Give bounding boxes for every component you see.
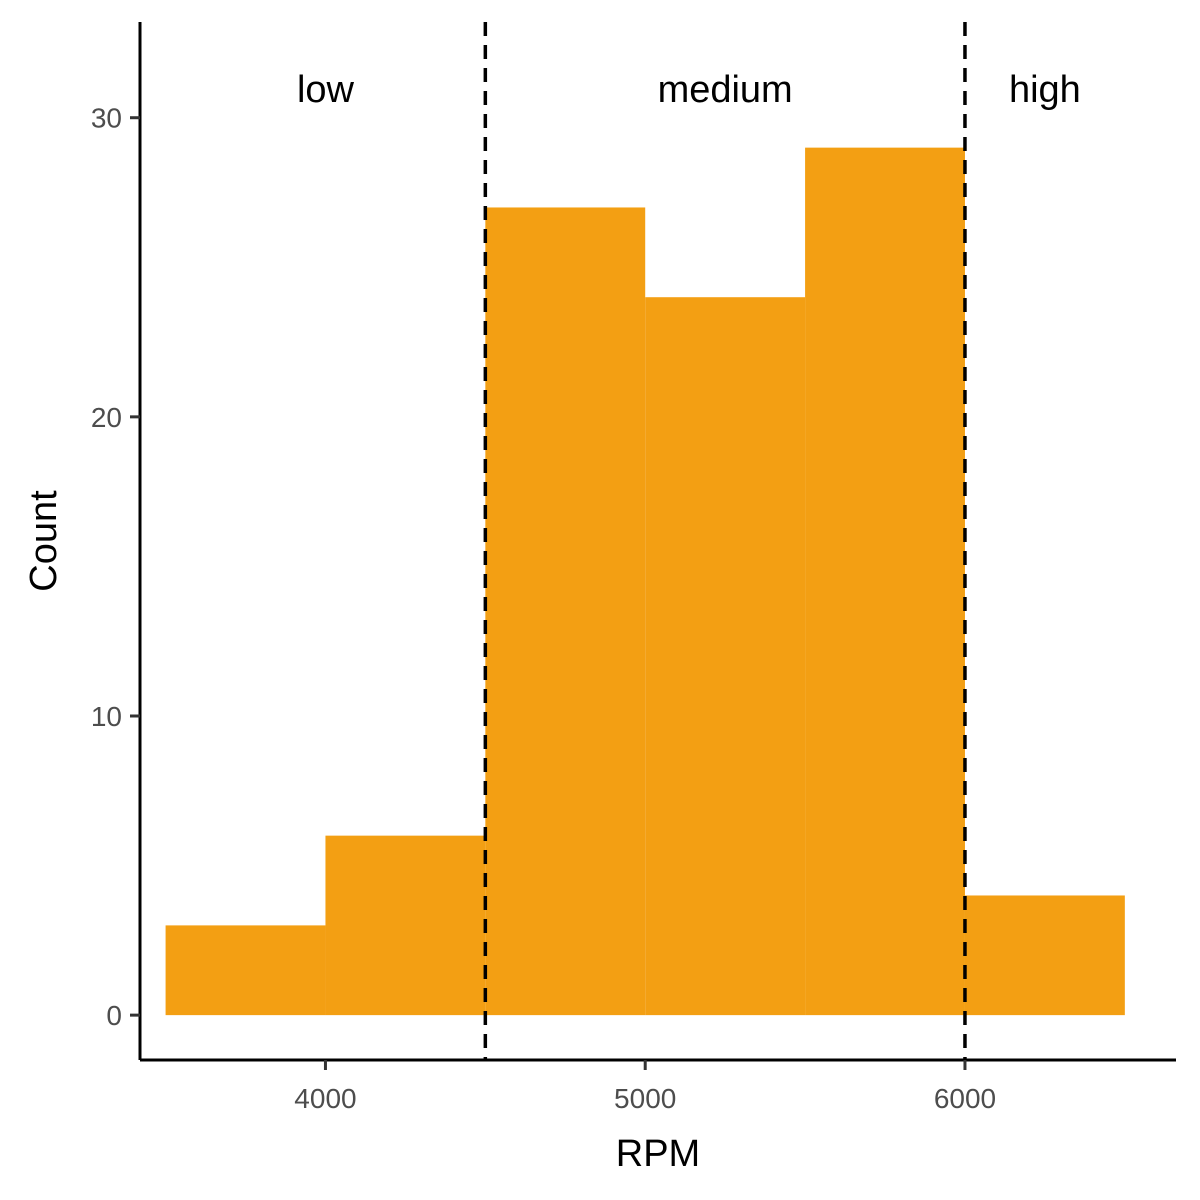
- x-tick-label: 4000: [294, 1083, 356, 1114]
- y-tick-label: 20: [91, 402, 122, 433]
- region-label-medium: medium: [658, 69, 793, 111]
- y-axis-title: Count: [23, 490, 65, 592]
- x-axis-title: RPM: [616, 1133, 700, 1175]
- axes: [138, 22, 1176, 1062]
- y-tick-label: 30: [91, 103, 122, 134]
- x-tick-label: 5000: [614, 1083, 676, 1114]
- y-tick-label: 10: [91, 701, 122, 732]
- ticks: 0 10 20 30 4000 5000 6000: [91, 103, 996, 1114]
- region-labels: low medium high: [297, 69, 1081, 111]
- histogram-bar-1: [165, 925, 326, 1016]
- bars-layer: [165, 147, 1125, 1016]
- histogram-bar-2: [325, 835, 486, 1016]
- region-label-low: low: [297, 69, 355, 111]
- reference-lines: [483, 22, 967, 1060]
- region-label-high: high: [1009, 69, 1081, 111]
- x-tick-label: 6000: [934, 1083, 996, 1114]
- y-tick-label: 0: [106, 1000, 122, 1031]
- histogram-bar-5: [805, 147, 965, 1016]
- histogram-bar-4: [645, 297, 806, 1016]
- histogram-bar-3: [485, 207, 646, 1016]
- histogram-bar-6: [964, 895, 1125, 1016]
